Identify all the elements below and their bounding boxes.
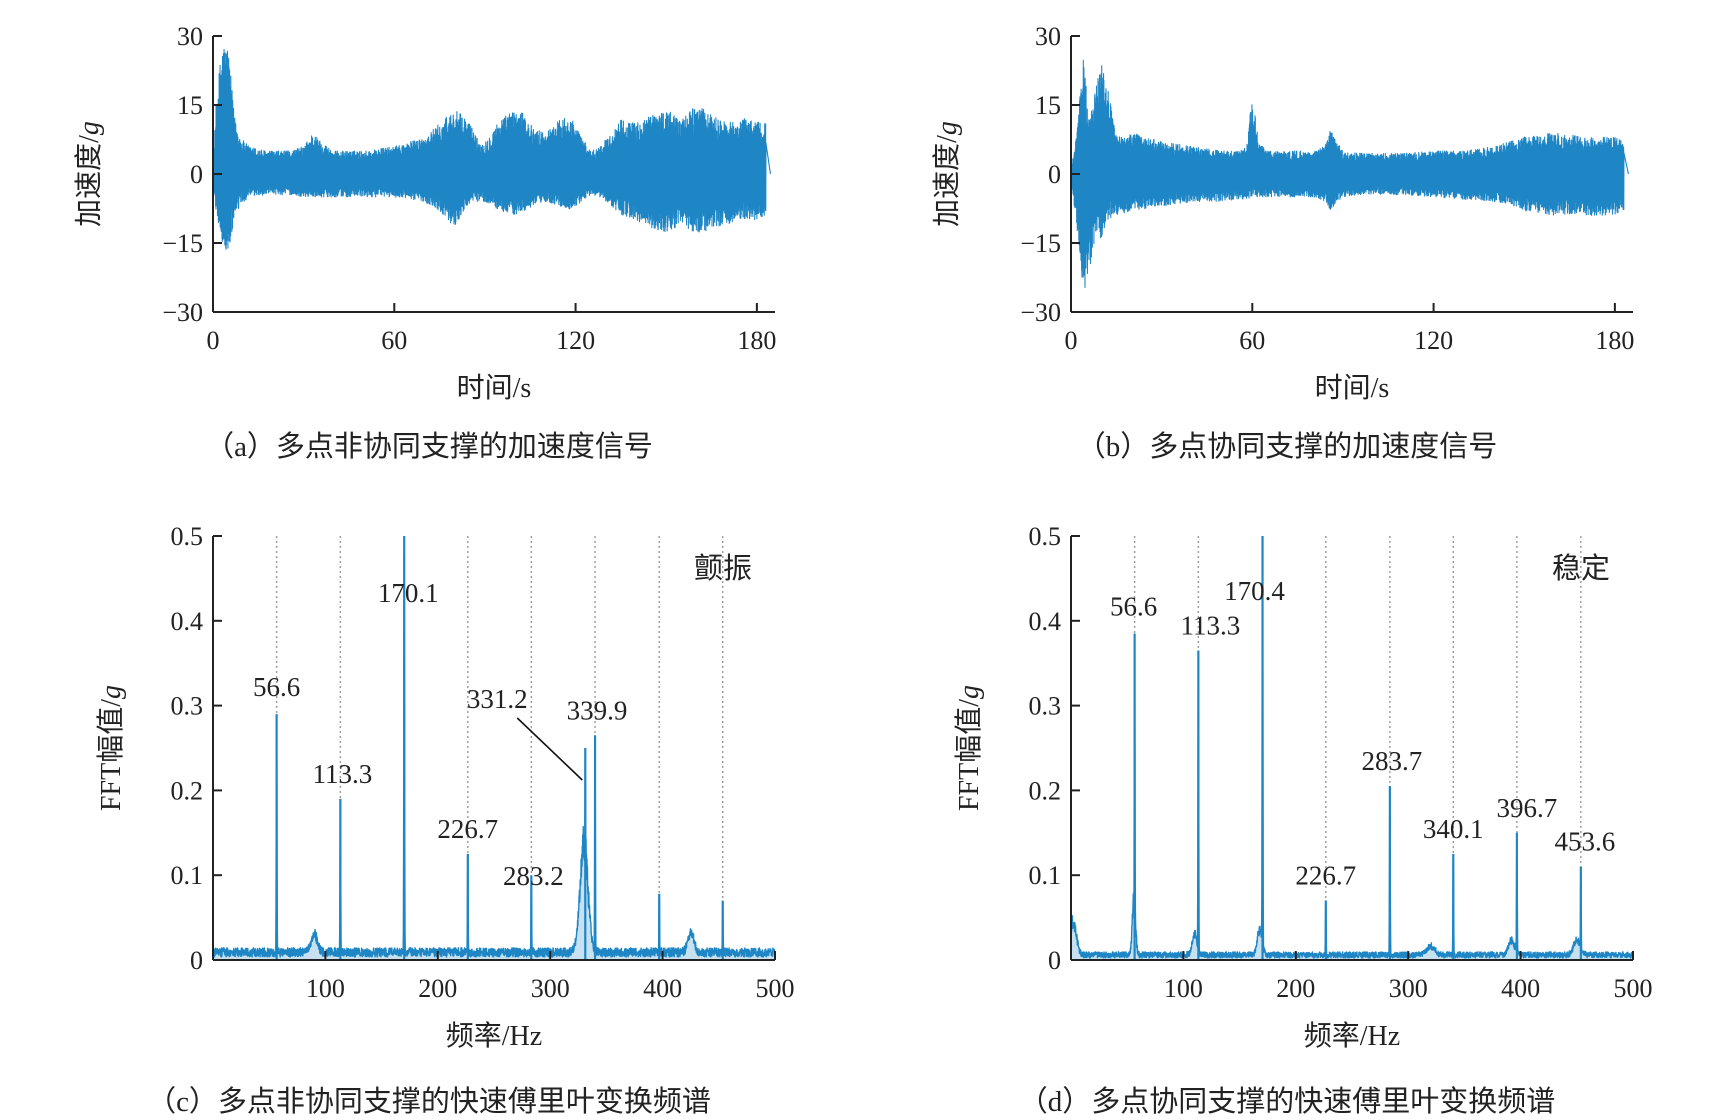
x-axis-label: 时间/s (457, 372, 532, 404)
y-tick-label: −30 (1020, 298, 1061, 327)
peak-label: 113.3 (312, 759, 372, 789)
y-tick-label: −30 (162, 298, 203, 327)
y-tick-label: 0.1 (1029, 861, 1062, 890)
y-axis-label-unit: g (96, 685, 127, 699)
peak-label: 170.4 (1224, 576, 1285, 606)
panel-d: 0 0.1 0.2 0.3 0.4 0.5 100 200 300 400 500 频率/Hz FFT幅… (858, 500, 1716, 1118)
y-axis-label: FFT幅值/g (95, 685, 127, 811)
y-axis-label-text: FFT幅值/ (953, 699, 985, 811)
y-axis-label-text: 加速度/ (931, 135, 963, 227)
peak-label: 396.7 (1497, 793, 1558, 823)
y-tick-label: 0.2 (171, 776, 204, 805)
signal-trace (1070, 59, 1630, 289)
y-tick-label: 0 (190, 160, 203, 189)
y-tick-label: 30 (177, 22, 203, 51)
x-tick-label: 180 (737, 326, 776, 355)
caption-d: （d）多点协同支撑的快速傅里叶变换频谱 (1018, 1086, 1556, 1118)
x-axis-label: 时间/s (1315, 372, 1390, 404)
chart-c-svg: 0 0.1 0.2 0.3 0.4 0.5 100 200 300 400 500 频率/Hz FFT幅… (95, 522, 795, 1052)
peak-label: 56.6 (253, 672, 300, 702)
y-axis-label-unit: g (932, 121, 963, 135)
x-axis-label: 频率/Hz (1304, 1020, 1400, 1052)
y-tick-label: 15 (177, 91, 203, 120)
peak-label: 56.6 (1110, 592, 1157, 622)
x-tick-label: 120 (1414, 326, 1453, 355)
y-tick-label: 0.4 (171, 607, 204, 636)
corner-label: 颤振 (694, 552, 752, 585)
x-tick-label: 60 (381, 326, 407, 355)
y-tick-label: −15 (1020, 229, 1061, 258)
axes-group: 0 0.1 0.2 0.3 0.4 0.5 100 200 300 400 500 频率/Hz FFT幅… (95, 522, 795, 1052)
caption-b: （b）多点协同支撑的加速度信号 (1076, 431, 1498, 463)
x-tick-label: 300 (531, 974, 570, 1003)
y-tick-label: 0.3 (1029, 692, 1062, 721)
y-tick-label: 0.5 (171, 522, 204, 551)
y-axis-label-text: FFT幅值/ (95, 699, 127, 811)
y-tick-label: 15 (1035, 91, 1061, 120)
peak-label: 226.7 (437, 814, 498, 844)
x-tick-label: 0 (207, 326, 220, 355)
caption-c: （c）多点非协同支撑的快速傅里叶变换频谱 (147, 1086, 711, 1118)
y-tick-label: 0 (1048, 946, 1061, 975)
x-tick-label: 0 (1065, 326, 1078, 355)
peak-label: 170.1 (378, 578, 439, 608)
peak-label: 283.2 (503, 861, 564, 891)
peak-label: 339.9 (567, 695, 628, 725)
x-tick-label: 300 (1389, 974, 1428, 1003)
y-axis-label: FFT幅值/g (953, 685, 985, 811)
panel-a: −30 −15 0 15 30 0 60 120 180 时间/s 加速度/g （a）多点非协同支撑… (0, 0, 858, 560)
y-axis-label: 加速度/g (931, 121, 963, 227)
spectrum-fill (213, 556, 775, 960)
y-axis-label-unit: g (74, 121, 105, 135)
x-tick-label: 200 (418, 974, 457, 1003)
peak-label: 453.6 (1554, 827, 1615, 857)
y-tick-label: 0.2 (1029, 776, 1062, 805)
x-tick-label: 180 (1595, 326, 1634, 355)
x-axis-label: 频率/Hz (446, 1020, 542, 1052)
peak-label: 283.7 (1362, 746, 1423, 776)
axes-group: −30 −15 0 15 30 0 60 120 180 时间/s 加速度/g (931, 22, 1634, 404)
x-tick-label: 400 (1501, 974, 1540, 1003)
x-tick-label: 60 (1239, 326, 1265, 355)
x-tick-label: 100 (1164, 974, 1203, 1003)
corner-label: 稳定 (1552, 552, 1610, 585)
y-axis-label-text: 加速度/ (73, 135, 105, 227)
chart-a-svg: −30 −15 0 15 30 0 60 120 180 时间/s 加速度/g (73, 22, 776, 404)
axes-group: 0 0.1 0.2 0.3 0.4 0.5 100 200 300 400 500 频率/Hz FFT幅… (953, 522, 1653, 1052)
x-tick-label: 120 (556, 326, 595, 355)
x-tick-label: 500 (1614, 974, 1653, 1003)
signal-trace (212, 49, 772, 250)
y-tick-label: 0.1 (171, 861, 204, 890)
leader-line (516, 717, 583, 781)
y-tick-label: 0.5 (1029, 522, 1062, 551)
peak-label: 331.2 (467, 684, 528, 714)
x-tick-label: 200 (1276, 974, 1315, 1003)
panel-c: 0 0.1 0.2 0.3 0.4 0.5 100 200 300 400 500 频率/Hz FFT幅… (0, 500, 858, 1118)
y-tick-label: −15 (162, 229, 203, 258)
chart-b-svg: −30 −15 0 15 30 0 60 120 180 时间/s 加速度/g (931, 22, 1634, 404)
x-tick-label: 400 (643, 974, 682, 1003)
chart-d-svg: 0 0.1 0.2 0.3 0.4 0.5 100 200 300 400 500 频率/Hz FFT幅… (953, 522, 1653, 1052)
axes-group: −30 −15 0 15 30 0 60 120 180 时间/s 加速度/g (73, 22, 776, 404)
y-tick-label: 0.4 (1029, 607, 1062, 636)
y-axis-label: 加速度/g (73, 121, 105, 227)
y-tick-label: 0 (190, 946, 203, 975)
peak-label: 113.3 (1180, 610, 1240, 640)
y-tick-label: 0.3 (171, 692, 204, 721)
spectrum-trace (212, 555, 776, 958)
y-tick-label: 30 (1035, 22, 1061, 51)
x-tick-label: 500 (756, 974, 795, 1003)
caption-a: （a）多点非协同支撑的加速度信号 (205, 431, 653, 463)
x-tick-label: 100 (306, 974, 345, 1003)
spectrum-trace (1070, 535, 1634, 959)
peak-label: 340.1 (1423, 814, 1484, 844)
y-axis-label-unit: g (954, 685, 985, 699)
peak-label: 226.7 (1295, 861, 1356, 891)
panel-b: −30 −15 0 15 30 0 60 120 180 时间/s 加速度/g （b）多点协同支撑的… (858, 0, 1716, 560)
y-tick-label: 0 (1048, 160, 1061, 189)
